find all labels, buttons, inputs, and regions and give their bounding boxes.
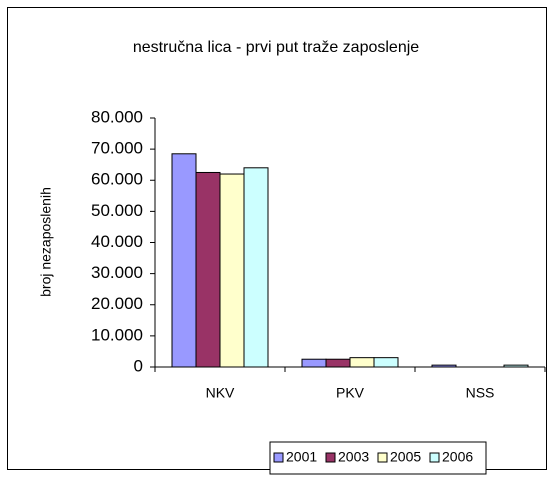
y-tick-label: 80.000	[91, 107, 143, 126]
legend-label: 2001	[286, 449, 317, 465]
legend-swatch	[377, 452, 388, 463]
bar	[431, 364, 457, 368]
bar	[219, 173, 245, 368]
y-tick-label: 20.000	[91, 294, 143, 313]
chart-title: nestručna lica - prvi put traže zaposlen…	[133, 39, 419, 56]
bar	[325, 358, 351, 368]
bar	[301, 358, 327, 368]
legend-label: 2003	[338, 449, 369, 465]
bar	[195, 171, 221, 368]
bar	[503, 364, 529, 368]
y-tick-label: 60.000	[91, 170, 143, 189]
x-tick-label: PKV	[336, 385, 365, 401]
x-tick-label: NKV	[206, 385, 235, 401]
y-axis-label: broj nezaposlenih	[38, 187, 54, 297]
x-tick-label: NSS	[466, 385, 495, 401]
chart-border	[7, 7, 547, 470]
legend-swatch	[273, 452, 284, 463]
bar	[171, 153, 197, 368]
legend-label: 2005	[390, 449, 421, 465]
y-tick-label: 30.000	[91, 263, 143, 282]
y-tick-label: 0	[134, 356, 143, 375]
bar	[373, 357, 399, 368]
y-tick-label: 50.000	[91, 201, 143, 220]
legend-swatch	[429, 452, 440, 463]
legend-swatch	[325, 452, 336, 463]
y-tick-label: 10.000	[91, 325, 143, 344]
bar	[243, 167, 269, 368]
y-tick-label: 40.000	[91, 232, 143, 251]
y-tick-label: 70.000	[91, 139, 143, 158]
bar	[349, 357, 375, 368]
legend-label: 2006	[442, 449, 473, 465]
